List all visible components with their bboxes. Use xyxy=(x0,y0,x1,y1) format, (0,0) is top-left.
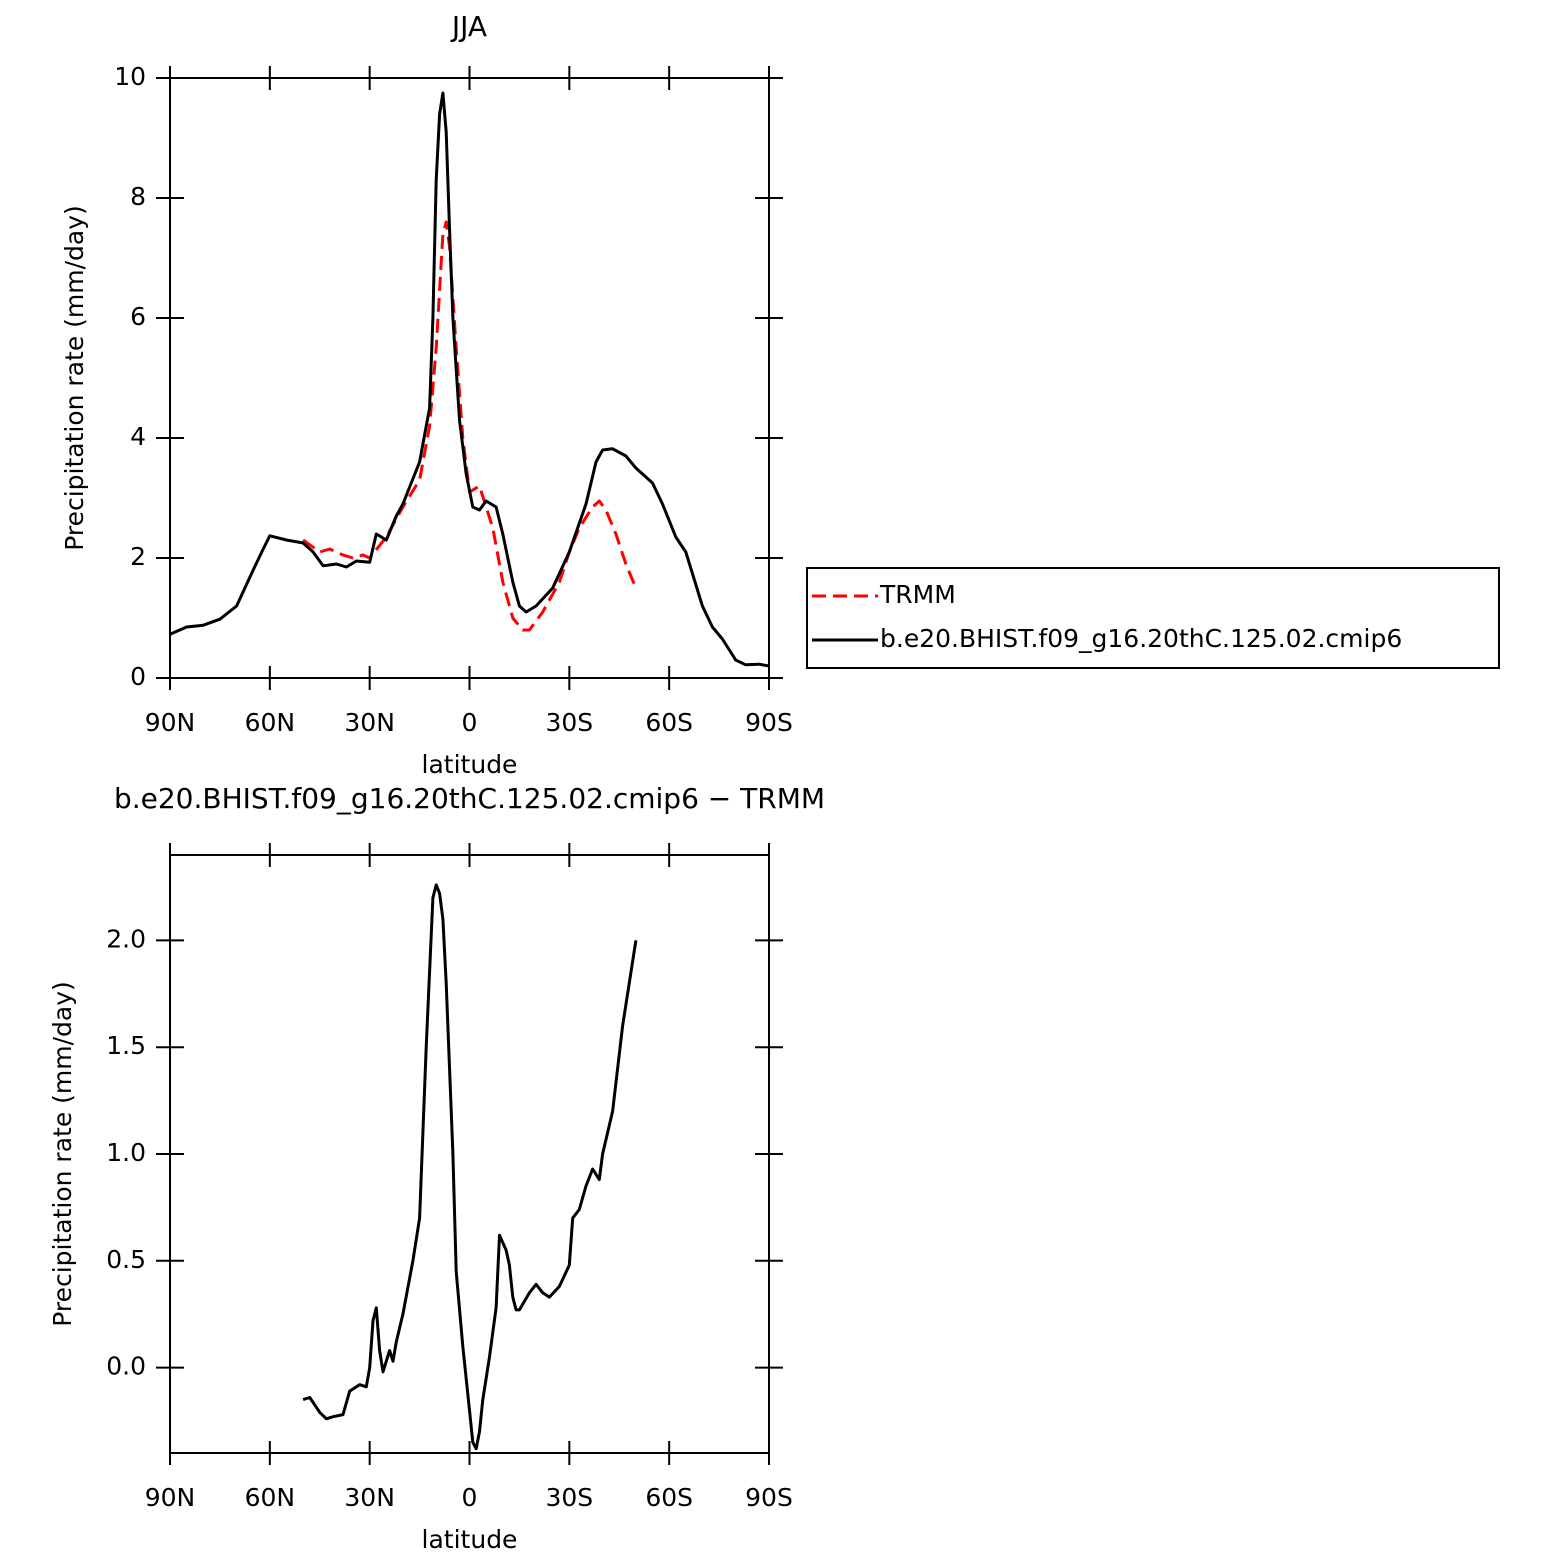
y-tick-label: 1.0 xyxy=(106,1138,146,1167)
x-tick-label: 90S xyxy=(745,708,793,737)
legend-box xyxy=(806,567,1500,669)
y-axis-label: Precipitation rate (mm/day) xyxy=(60,205,89,551)
x-axis-label: latitude xyxy=(422,1525,518,1554)
y-tick-label: 10 xyxy=(114,62,146,91)
y-tick-label: 4 xyxy=(130,422,146,451)
y-tick-label: 0.0 xyxy=(106,1352,146,1381)
x-tick-label: 30S xyxy=(545,1483,593,1512)
y-tick-label: 2 xyxy=(130,542,146,571)
y-tick-label: 0.5 xyxy=(106,1245,146,1274)
y-axis-label: Precipitation rate (mm/day) xyxy=(48,981,77,1327)
y-tick-label: 6 xyxy=(130,302,146,331)
x-tick-label: 0 xyxy=(462,1483,478,1512)
plot-frame xyxy=(169,854,770,1454)
legend-label: b.e20.BHIST.f09_g16.20thC.125.02.cmip6 xyxy=(880,624,1402,653)
x-tick-label: 60S xyxy=(645,1483,693,1512)
x-tick-label: 90N xyxy=(145,1483,196,1512)
x-tick-label: 60N xyxy=(245,1483,296,1512)
legend-label: TRMM xyxy=(879,580,956,609)
plot-frame xyxy=(169,77,770,679)
x-axis-label: latitude xyxy=(422,750,518,779)
data-line xyxy=(302,220,638,632)
y-tick-label: 2.0 xyxy=(106,924,146,953)
chart-title: b.e20.BHIST.f09_g16.20thC.125.02.cmip6 −… xyxy=(114,782,825,815)
x-tick-label: 90N xyxy=(145,708,196,737)
y-tick-label: 0 xyxy=(130,662,146,691)
y-tick-label: 8 xyxy=(130,182,146,211)
x-tick-label: 90S xyxy=(745,1483,793,1512)
chart-title: JJA xyxy=(450,10,487,43)
x-tick-label: 30N xyxy=(344,708,395,737)
legend: TRMM b.e20.BHIST.f09_g16.20thC.125.02.cmi… xyxy=(806,567,1500,669)
x-tick-label: 30N xyxy=(344,1483,395,1512)
data-line xyxy=(169,91,770,668)
x-tick-label: 60S xyxy=(645,708,693,737)
x-tick-label: 60N xyxy=(245,708,296,737)
data-line xyxy=(302,883,638,1451)
x-tick-label: 0 xyxy=(462,708,478,737)
x-tick-label: 30S xyxy=(545,708,593,737)
y-tick-label: 1.5 xyxy=(106,1031,146,1060)
